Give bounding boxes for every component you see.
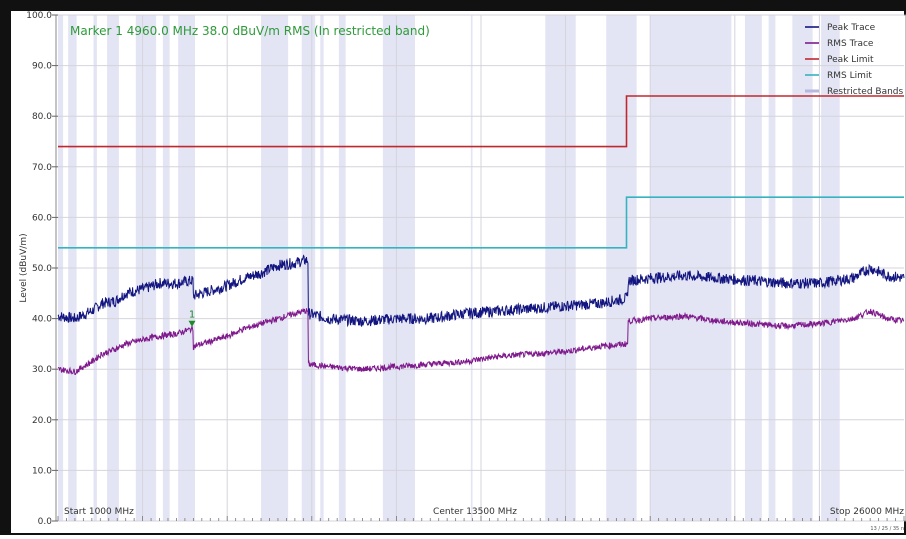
top-border-bar: [1, 1, 905, 11]
grid-layer: [58, 14, 904, 522]
center-frequency-label: Center 13500 MHz: [433, 507, 517, 517]
y-tick-label-7: 70.0: [32, 163, 52, 173]
legend-item-peak-limit: Peak Limit: [805, 55, 874, 65]
peak-limit-line: [58, 95, 904, 148]
y-tick-label-1: 10.0: [32, 466, 52, 476]
y-tick-label-10: 100.0: [26, 11, 52, 21]
marker-1-triangle: [188, 320, 196, 327]
start-frequency-label: Start 1000 MHz: [64, 507, 134, 517]
y-tick-label-2: 20.0: [32, 416, 52, 426]
y-axis-ticks: 0.0 10.0 20.0 30.0 40.0 50.0 60.0 70.0 80.0 90.0 1…: [26, 11, 58, 527]
peak-trace: [57, 254, 905, 328]
y-tick-label-3: 30.0: [32, 365, 52, 375]
rms-limit-line: [58, 196, 904, 249]
y-tick-label-5: 50.0: [32, 264, 52, 274]
y-tick-label-4: 40.0: [32, 315, 52, 325]
legend-label: RMS Trace: [827, 39, 874, 49]
chart-legend: Peak Trace RMS Trace Peak Limit RMS Limit Re…: [805, 23, 903, 97]
legend-label: Restricted Bands: [827, 87, 903, 97]
marker-layer: 1: [188, 310, 196, 327]
legend-item-rms-trace: RMS Trace: [805, 39, 874, 49]
legend-label: Peak Limit: [827, 55, 874, 65]
legend-item-restricted: Restricted Bands: [805, 87, 903, 97]
legend-label: RMS Limit: [827, 71, 872, 81]
legend-item-rms-limit: RMS Limit: [805, 71, 872, 81]
y-tick-label-0: 0.0: [38, 517, 53, 527]
traces-layer: [57, 254, 905, 375]
legend-item-peak-trace: Peak Trace: [805, 23, 876, 33]
x-axis-minor-ticks: [57, 516, 905, 521]
limit-lines-layer: [58, 95, 904, 249]
y-tick-label-9: 90.0: [32, 62, 52, 72]
rms-trace: [57, 307, 905, 375]
y-tick-label-6: 60.0: [32, 213, 52, 223]
legend-label: Peak Trace: [827, 23, 876, 33]
stop-frequency-label: Stop 26000 MHz: [830, 507, 904, 517]
marker-1-label: 1: [189, 310, 195, 321]
left-border-bar: [1, 1, 11, 534]
corner-stamp: 13 / 25 / 35 n: [870, 526, 904, 532]
y-tick-label-8: 80.0: [32, 112, 52, 122]
y-axis-label: Level (dBuV/m): [19, 233, 29, 302]
marker-readout: Marker 1 4960.0 MHz 38.0 dBuV/m RMS (In …: [70, 24, 430, 38]
